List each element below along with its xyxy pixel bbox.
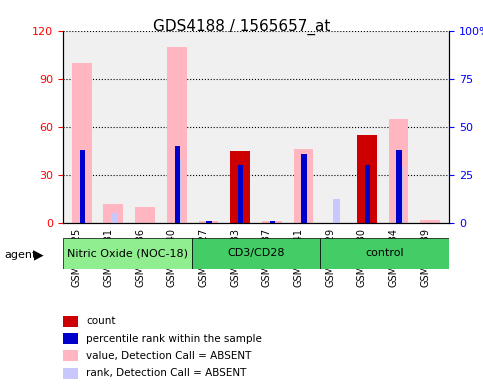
Text: count: count: [86, 316, 115, 326]
Bar: [365, 165, 370, 223]
Bar: [63, 368, 78, 379]
Bar: [396, 150, 402, 223]
FancyBboxPatch shape: [63, 238, 192, 269]
FancyBboxPatch shape: [320, 238, 449, 269]
Text: value, Detection Call = ABSENT: value, Detection Call = ABSENT: [86, 351, 251, 361]
FancyBboxPatch shape: [192, 238, 320, 269]
Bar: [388, 119, 409, 223]
Bar: [63, 333, 78, 344]
Bar: [72, 63, 92, 223]
Bar: [396, 167, 403, 223]
Bar: [206, 221, 212, 223]
Bar: [135, 207, 155, 223]
Bar: [238, 165, 243, 223]
Text: GDS4188 / 1565657_at: GDS4188 / 1565657_at: [153, 19, 330, 35]
Bar: [301, 154, 307, 223]
Text: Nitric Oxide (NOC-18): Nitric Oxide (NOC-18): [67, 248, 188, 258]
Bar: [80, 150, 85, 223]
Bar: [333, 199, 340, 223]
Bar: [167, 47, 187, 223]
Bar: [174, 159, 181, 223]
Bar: [63, 351, 78, 361]
Bar: [230, 151, 250, 223]
Text: percentile rank within the sample: percentile rank within the sample: [86, 334, 262, 344]
Text: CD3/CD28: CD3/CD28: [227, 248, 285, 258]
Text: rank, Detection Call = ABSENT: rank, Detection Call = ABSENT: [86, 368, 246, 378]
Bar: [357, 135, 377, 223]
Bar: [103, 204, 124, 223]
Text: ▶: ▶: [34, 249, 43, 262]
Bar: [199, 221, 218, 223]
Bar: [420, 220, 440, 223]
Text: agent: agent: [5, 250, 37, 260]
Bar: [270, 221, 275, 223]
Text: control: control: [366, 248, 404, 258]
Bar: [63, 316, 78, 327]
Bar: [174, 146, 180, 223]
Bar: [111, 213, 118, 223]
Bar: [262, 221, 282, 223]
Bar: [294, 149, 313, 223]
